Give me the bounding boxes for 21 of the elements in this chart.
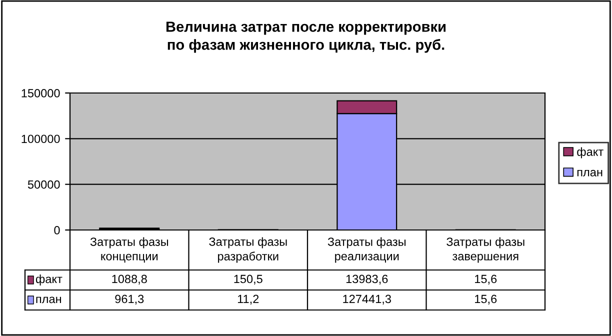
legend-label: план [577, 170, 602, 176]
data-label: 150,5 [234, 274, 262, 285]
x-tick-label: Затраты фазы реализации [328, 237, 406, 263]
legend-label: факт [577, 147, 604, 158]
data-label: 15,6 [475, 294, 497, 305]
data-label: 1088,8 [112, 274, 147, 285]
data-label: 11,2 [238, 294, 259, 305]
y-tick-label: 100000 [22, 134, 60, 144]
text: факт [36, 274, 62, 286]
chart-title: Величина затрат после корректировки по фазам жизненного цикла, тыс. руб. [166, 22, 446, 53]
x-tick-label: Затраты фазы концепции [90, 237, 168, 263]
x-tick-label: Затраты фазы завершения [446, 237, 524, 263]
data-label: 961,3 [115, 294, 144, 305]
y-tick-label: 0 [54, 226, 60, 234]
text: план [36, 296, 61, 304]
x-tick-label: Затраты фазы разработки [209, 237, 287, 263]
y-tick-label: 50000 [28, 180, 60, 189]
data-label: 15,6 [475, 274, 497, 285]
y-tick-label: 150000 [22, 89, 60, 98]
data-label: 13983,6 [346, 274, 388, 285]
data-label: 127441,3 [343, 294, 391, 305]
